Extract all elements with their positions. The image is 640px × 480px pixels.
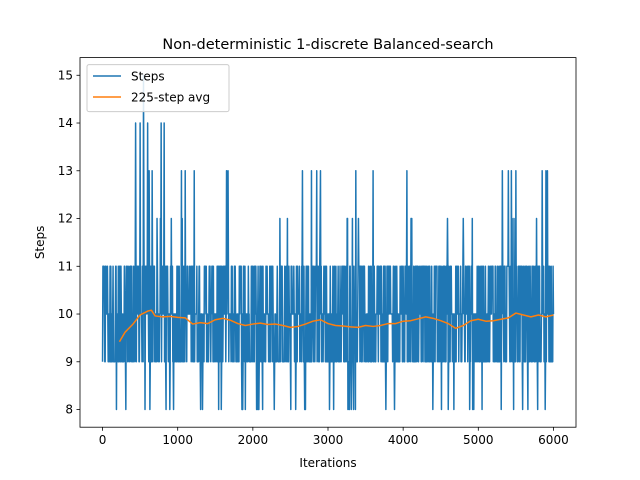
steps-line [101, 74, 555, 411]
steps-series [101, 74, 555, 411]
x-tick-label: 6000 [538, 433, 569, 447]
avg-series [118, 309, 554, 343]
chart-title: Non-deterministic 1-discrete Balanced-se… [162, 37, 493, 53]
y-tick-label: 13 [58, 164, 73, 178]
x-tick-label: 2000 [238, 433, 269, 447]
x-tick-label: 3000 [313, 433, 344, 447]
x-tick-label: 4000 [388, 433, 419, 447]
y-tick-label: 10 [58, 307, 73, 321]
x-tick-label: 0 [99, 433, 107, 447]
legend-label-avg: 225-step avg [131, 90, 210, 104]
legend-box [86, 64, 230, 113]
y-axis-ticks: 8 9 10 11 12 13 14 15 [58, 68, 80, 417]
avg-line [118, 309, 554, 343]
x-tick-label: 1000 [162, 433, 193, 447]
legend-label-steps: Steps [131, 69, 165, 83]
x-axis-title: Iterations [299, 456, 356, 470]
y-tick-label: 11 [58, 259, 73, 273]
y-tick-label: 8 [65, 403, 73, 417]
y-tick-label: 15 [58, 68, 73, 82]
plot-area [80, 57, 576, 428]
y-tick-label: 9 [65, 355, 73, 369]
x-axis-ticks: 0 1000 2000 3000 4000 5000 6000 [99, 427, 569, 447]
y-tick-label: 14 [58, 116, 73, 130]
legend: Steps 225-step avg [86, 64, 230, 113]
y-tick-label: 12 [58, 212, 73, 226]
y-axis-title: Steps [33, 226, 47, 260]
x-tick-label: 5000 [463, 433, 494, 447]
